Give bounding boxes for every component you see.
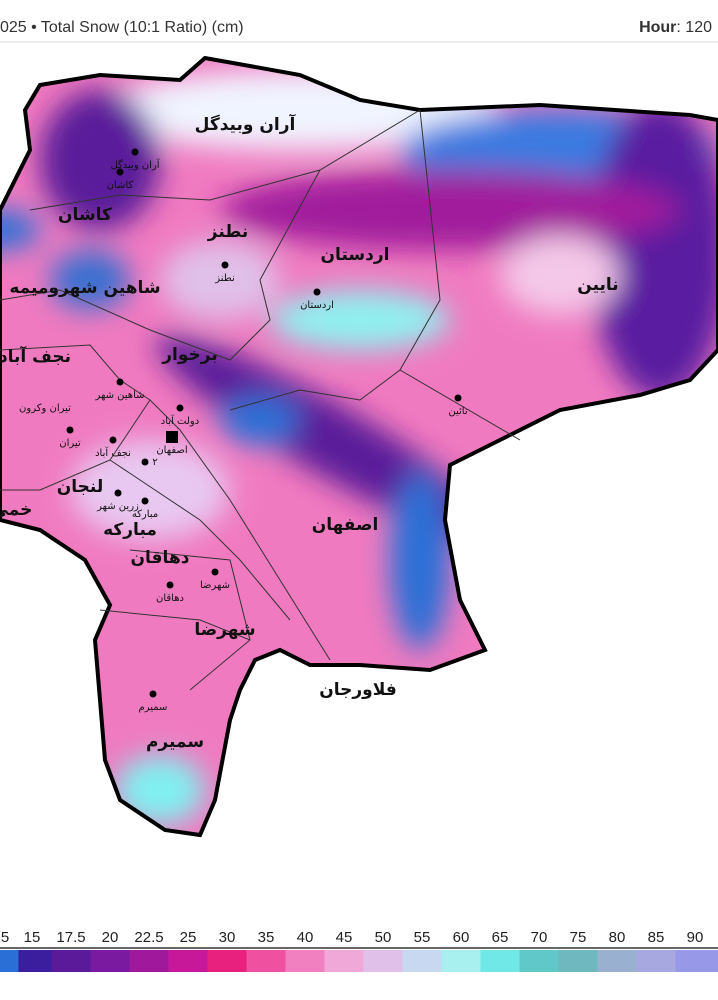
legend-tick: 65: [492, 929, 509, 946]
legend-swatch: [519, 950, 559, 972]
city-label: کاشان: [107, 180, 134, 191]
city-label: اصفهان: [156, 445, 187, 456]
city-label: زرین شهر: [96, 501, 139, 512]
city-dot: [176, 404, 184, 412]
legend-swatch: [324, 950, 364, 972]
city-dot: [114, 489, 122, 497]
legend-tick: 55: [414, 929, 431, 946]
region-label: آران وبیدگل: [195, 113, 297, 135]
city-dot: [149, 690, 157, 698]
legend-swatch: [207, 950, 247, 972]
region-label: شهرضا: [194, 620, 255, 640]
district-borders: [0, 109, 521, 691]
legend-swatch: [285, 950, 325, 972]
city-dot: [131, 148, 139, 156]
region-label: کاشان: [58, 205, 112, 225]
legend-tick: 40: [297, 929, 314, 946]
city-dot: [454, 394, 462, 402]
map-title: 025 • Total Snow (10:1 Ratio) (cm): [0, 19, 244, 36]
hour-label: Hour: [639, 19, 676, 36]
legend-swatch: [90, 950, 130, 972]
city-label: شاهین شهر: [94, 390, 144, 401]
legend-tick: 85: [648, 929, 665, 946]
region-label: خمی: [0, 500, 32, 520]
legend-swatch: [246, 950, 286, 972]
city-dot: [221, 261, 229, 269]
legend-tick: 15: [24, 929, 41, 946]
legend-tick: 30: [219, 929, 236, 946]
legend-tick: 70: [531, 929, 548, 946]
region-label: برخوار: [161, 345, 217, 365]
legend-tick: 25: [180, 929, 197, 946]
legend-swatch: [51, 950, 91, 972]
region-label: دهاقان: [131, 548, 190, 568]
legend-tick: 20: [102, 929, 119, 946]
labels: آران وبیدگل کاشان نطنز اردستان نایین شاه…: [0, 113, 619, 752]
city-label: تیران: [59, 438, 81, 449]
city-label: نطنز: [214, 273, 235, 284]
city-label: نجف آباد: [95, 446, 131, 459]
city-label: دهاقان: [156, 593, 184, 604]
city-label: شهرضا: [200, 580, 230, 591]
legend-swatch: [675, 950, 718, 972]
city-dot: [109, 436, 117, 444]
legend-tick: 35: [258, 929, 275, 946]
region-label: لنجان: [57, 477, 103, 497]
legend-tick: 22.5: [134, 929, 163, 946]
legend-tick: 90: [687, 929, 704, 946]
region-label: مبارکه: [103, 520, 157, 540]
region-label: شاهین شهرومیمه: [9, 278, 160, 298]
city-label: سمیرم: [139, 702, 168, 713]
region-label: تیران وکرون: [19, 403, 71, 414]
city-label: مبارکه: [132, 509, 158, 520]
legend-tick: 5: [1, 929, 9, 946]
legend-tick: 50: [375, 929, 392, 946]
region-label: اصفهان: [312, 515, 379, 535]
capital-marker: [166, 431, 178, 443]
legend-swatch: [129, 950, 169, 972]
city-dot: [211, 568, 219, 576]
legend-swatch: [402, 950, 442, 972]
legend-swatch: [597, 950, 637, 972]
snow-field: [0, 58, 718, 835]
region-label: فلاورجان: [319, 680, 397, 700]
legend-tick: 45: [336, 929, 353, 946]
city-dot: [141, 497, 149, 505]
legend-swatch: [18, 950, 52, 972]
legend-swatch: [168, 950, 208, 972]
city-dot: [166, 581, 174, 589]
legend-tick: 17.5: [56, 929, 85, 946]
hour-value: : 120: [676, 19, 712, 36]
city-dot: [66, 426, 74, 434]
city-dot: [313, 288, 321, 296]
city-label: نائین: [448, 406, 467, 417]
legend-swatch: [363, 950, 403, 972]
region-label: نایین: [577, 275, 618, 295]
region-label: اردستان: [321, 245, 390, 265]
city-dot: [141, 458, 149, 466]
hour: Hour: 120: [639, 19, 712, 36]
city-label: آران وبیدگل: [110, 158, 160, 171]
legend-swatch: [441, 950, 481, 972]
city-dot: [116, 168, 124, 176]
city-dot: [116, 378, 124, 386]
legend-swatch: [0, 950, 19, 972]
legend-tick: 60: [453, 929, 470, 946]
legend-tick: 75: [570, 929, 587, 946]
legend-swatch: [636, 950, 676, 972]
legend-swatch: [558, 950, 598, 972]
city-label: ۲: [152, 457, 157, 468]
legend-tick: 80: [609, 929, 626, 946]
region-label: نطنز: [207, 222, 248, 242]
legend: 5 15 17.5 20 22.5 25 30 35 40 45 50 55 60 65 70 75 80 85 9…: [0, 929, 718, 972]
city-label: اردستان: [300, 300, 334, 311]
region-label: نجف آباد: [0, 345, 71, 367]
legend-swatch: [480, 950, 520, 972]
city-label: دولت آباد: [161, 414, 199, 427]
region-label: سمیرم: [146, 732, 204, 752]
